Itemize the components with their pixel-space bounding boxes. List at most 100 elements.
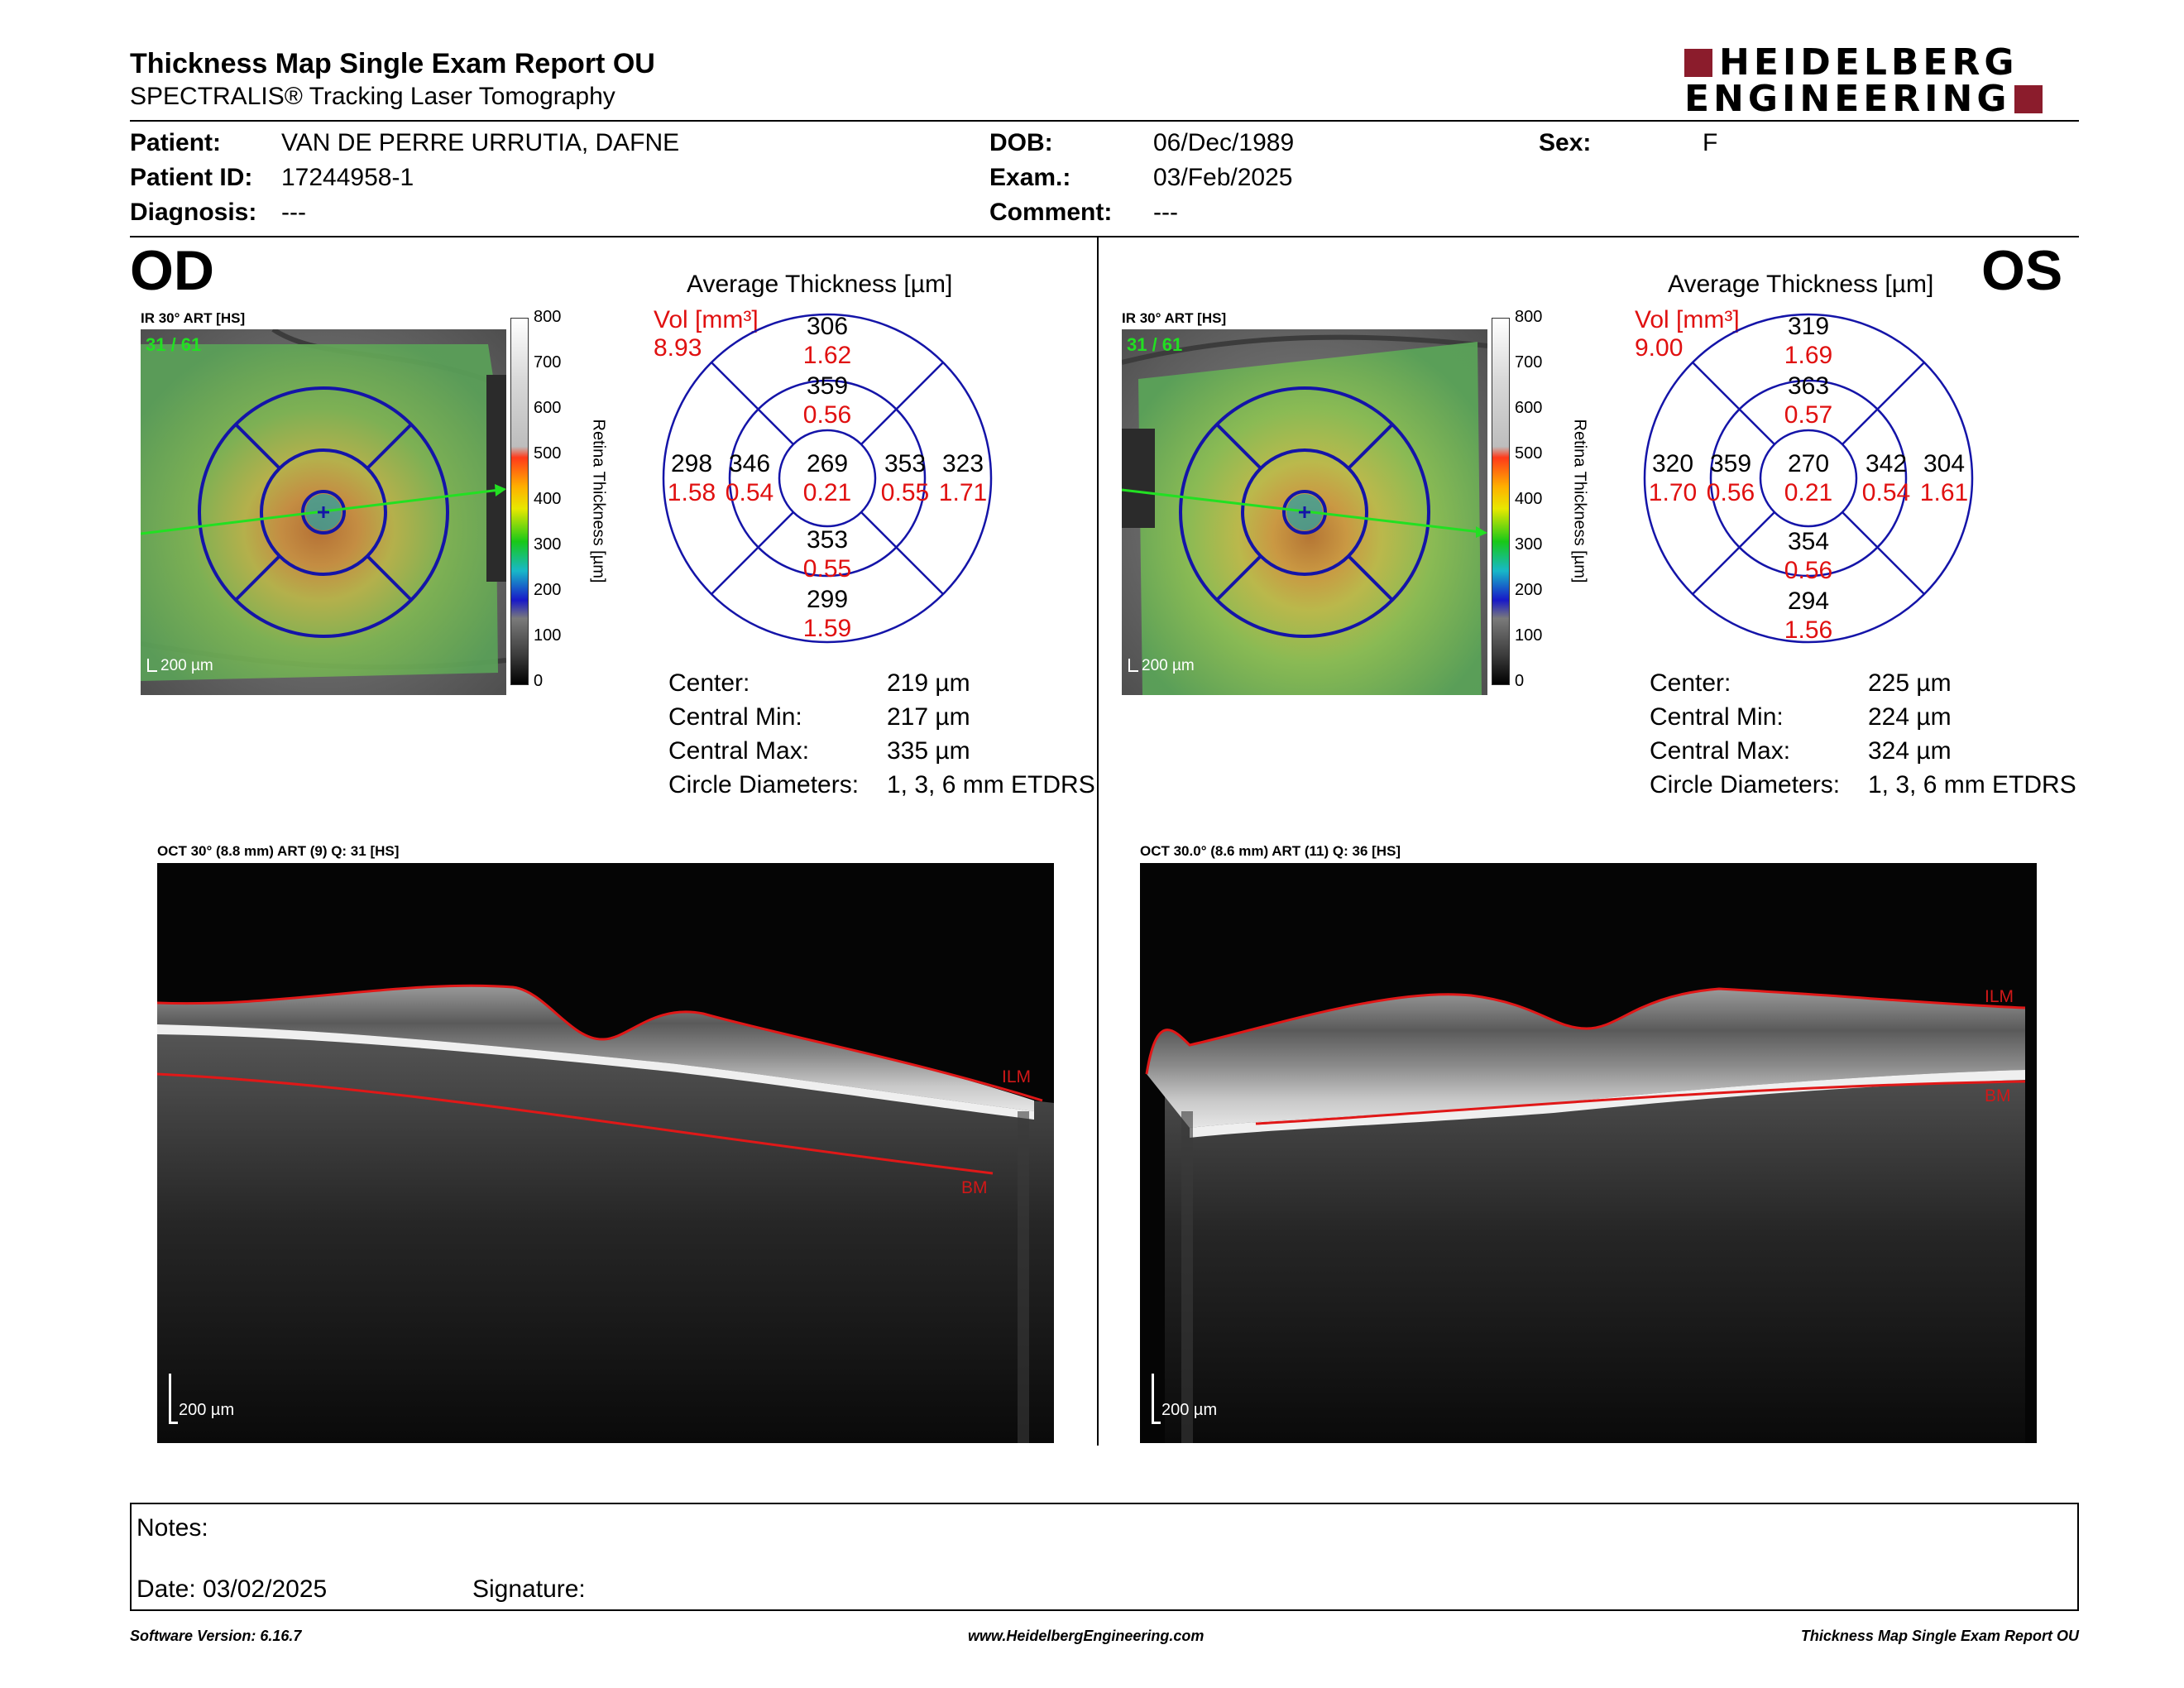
od-bm-label: BM xyxy=(961,1178,988,1197)
os-cmax-value: 324 µm xyxy=(1868,737,1952,765)
website-link[interactable]: www.HeidelbergEngineering.com xyxy=(968,1628,1205,1644)
od-tick-700: 700 xyxy=(534,353,562,372)
os-inner-left-thickness: 359 xyxy=(1709,450,1752,477)
od-outer-left-thickness: 298 xyxy=(670,450,713,477)
logo-square-top xyxy=(1684,49,1712,77)
patient-name: VAN DE PERRE URRUTIA, DAFNE xyxy=(281,129,680,156)
os-diam-value: 1, 3, 6 mm ETDRS xyxy=(1868,771,2076,798)
logo-square-bottom xyxy=(2014,85,2043,113)
os-map-graphic xyxy=(1122,329,1487,695)
os-inner-bottom-volume: 0.56 xyxy=(1784,557,1833,584)
os-outer-bottom-thickness: 294 xyxy=(1787,587,1830,615)
patient-id-label: Patient ID: xyxy=(130,164,253,191)
od-center-label: Center: xyxy=(668,669,750,697)
diagnosis-label: Diagnosis: xyxy=(130,199,257,226)
od-inner-left-thickness: 346 xyxy=(728,450,771,477)
os-bm-label: BM xyxy=(1985,1086,2011,1105)
od-oct-label: OCT 30° (8.8 mm) ART (9) Q: 31 [HS] xyxy=(157,843,400,859)
od-outer-left-volume: 1.58 xyxy=(667,479,716,506)
od-outer-top-volume: 1.62 xyxy=(802,342,852,369)
od-inner-left-volume: 0.54 xyxy=(725,479,774,506)
od-vol-value: 8.93 xyxy=(654,334,702,362)
od-ir-label: IR 30° ART [HS] xyxy=(141,310,246,326)
os-inner-right-thickness: 342 xyxy=(1865,450,1908,477)
od-bscan-graphic xyxy=(157,984,1054,1443)
sex-label: Sex: xyxy=(1539,129,1592,156)
od-eye-label: OD xyxy=(130,239,214,302)
logo-line-2: ENGINEERING xyxy=(1684,78,2011,120)
od-center-thickness: 269 xyxy=(806,450,849,477)
od-cmin-label: Central Min: xyxy=(668,703,802,731)
os-etdrs-grid xyxy=(1643,313,1974,644)
od-outer-right-thickness: 323 xyxy=(941,450,984,477)
os-cmin-value: 224 µm xyxy=(1868,703,1952,731)
od-diam-value: 1, 3, 6 mm ETDRS xyxy=(887,771,1095,798)
os-tick-0: 0 xyxy=(1515,672,1525,690)
os-oct-scale-bar xyxy=(1152,1374,1161,1424)
os-center-label: Center: xyxy=(1650,669,1731,697)
od-tick-400: 400 xyxy=(534,490,562,508)
os-center-volume: 0.21 xyxy=(1784,479,1833,506)
od-ir-thickness-map: 31 / 61 200 µm xyxy=(141,329,506,695)
od-inner-right-volume: 0.55 xyxy=(880,479,930,506)
os-vol-value: 9.00 xyxy=(1635,334,1684,362)
os-center-value: 225 µm xyxy=(1868,669,1952,697)
os-oct-label: OCT 30.0° (8.6 mm) ART (11) Q: 36 [HS] xyxy=(1140,843,1401,859)
od-oct-scale-bar xyxy=(169,1374,178,1424)
footer-report-title: Thickness Map Single Exam Report OU xyxy=(1800,1628,2079,1644)
dob-value: 06/Dec/1989 xyxy=(1153,129,1295,156)
patient-divider xyxy=(130,236,2079,237)
report-title: Thickness Map Single Exam Report OU xyxy=(130,48,655,79)
od-ir-scale-bar xyxy=(147,659,157,672)
os-frame-counter: 31 / 61 xyxy=(1127,334,1183,355)
eye-divider xyxy=(1097,237,1099,1446)
od-tick-500: 500 xyxy=(534,444,562,463)
od-inner-bottom-thickness: 353 xyxy=(806,526,849,554)
os-avg-title: Average Thickness [µm] xyxy=(1668,271,1934,298)
exam-label: Exam.: xyxy=(989,164,1071,191)
notes-box[interactable]: Notes: Date: 03/02/2025 Signature: xyxy=(130,1503,2079,1611)
od-tick-800: 800 xyxy=(534,308,562,326)
os-vol-label: Vol [mm³] xyxy=(1635,306,1740,333)
os-cmin-label: Central Min: xyxy=(1650,703,1784,731)
sex-value: F xyxy=(1703,129,1718,156)
od-oct-bscan: ILM BM 200 µm xyxy=(157,863,1054,1443)
os-inner-top-volume: 0.57 xyxy=(1784,401,1833,429)
os-inner-left-volume: 0.56 xyxy=(1706,479,1755,506)
patient-id: 17244958-1 xyxy=(281,164,414,191)
os-tick-100: 100 xyxy=(1515,626,1543,645)
os-colorbar xyxy=(1492,318,1510,685)
os-outer-left-thickness: 320 xyxy=(1651,450,1694,477)
od-vol-label: Vol [mm³] xyxy=(654,306,759,333)
os-eye-label: OS xyxy=(1981,239,2063,302)
os-oct-scale-label: 200 µm xyxy=(1161,1401,1218,1419)
os-outer-right-volume: 1.61 xyxy=(1919,479,1969,506)
od-outer-right-volume: 1.71 xyxy=(938,479,988,506)
od-cmax-value: 335 µm xyxy=(887,737,970,765)
os-ir-scale-bar xyxy=(1128,659,1138,672)
od-cmax-label: Central Max: xyxy=(668,737,810,765)
os-tick-800: 800 xyxy=(1515,308,1543,326)
od-outer-top-thickness: 306 xyxy=(806,313,849,340)
os-inner-right-volume: 0.54 xyxy=(1861,479,1911,506)
software-version: Software Version: 6.16.7 xyxy=(130,1628,302,1644)
os-cmax-label: Central Max: xyxy=(1650,737,1791,765)
diagnosis-value: --- xyxy=(281,199,306,226)
os-ir-label: IR 30° ART [HS] xyxy=(1122,310,1227,326)
os-tick-700: 700 xyxy=(1515,353,1543,372)
od-outer-bottom-thickness: 299 xyxy=(806,586,849,613)
od-diam-label: Circle Diameters: xyxy=(668,771,860,798)
os-ir-thickness-map: 31 / 61 200 µm xyxy=(1122,329,1487,695)
od-frame-counter: 31 / 61 xyxy=(146,334,202,355)
od-inner-right-thickness: 353 xyxy=(884,450,927,477)
os-bscan-graphic xyxy=(1145,987,2026,1443)
exam-value: 03/Feb/2025 xyxy=(1153,164,1293,191)
os-tick-300: 300 xyxy=(1515,535,1543,554)
od-inner-top-volume: 0.56 xyxy=(802,401,852,429)
os-outer-top-volume: 1.69 xyxy=(1784,342,1833,369)
od-colorbar xyxy=(510,318,529,685)
od-cmin-value: 217 µm xyxy=(887,703,970,731)
od-inner-bottom-volume: 0.55 xyxy=(802,555,852,583)
od-tick-600: 600 xyxy=(534,399,562,417)
od-etdrs-grid xyxy=(662,313,993,644)
